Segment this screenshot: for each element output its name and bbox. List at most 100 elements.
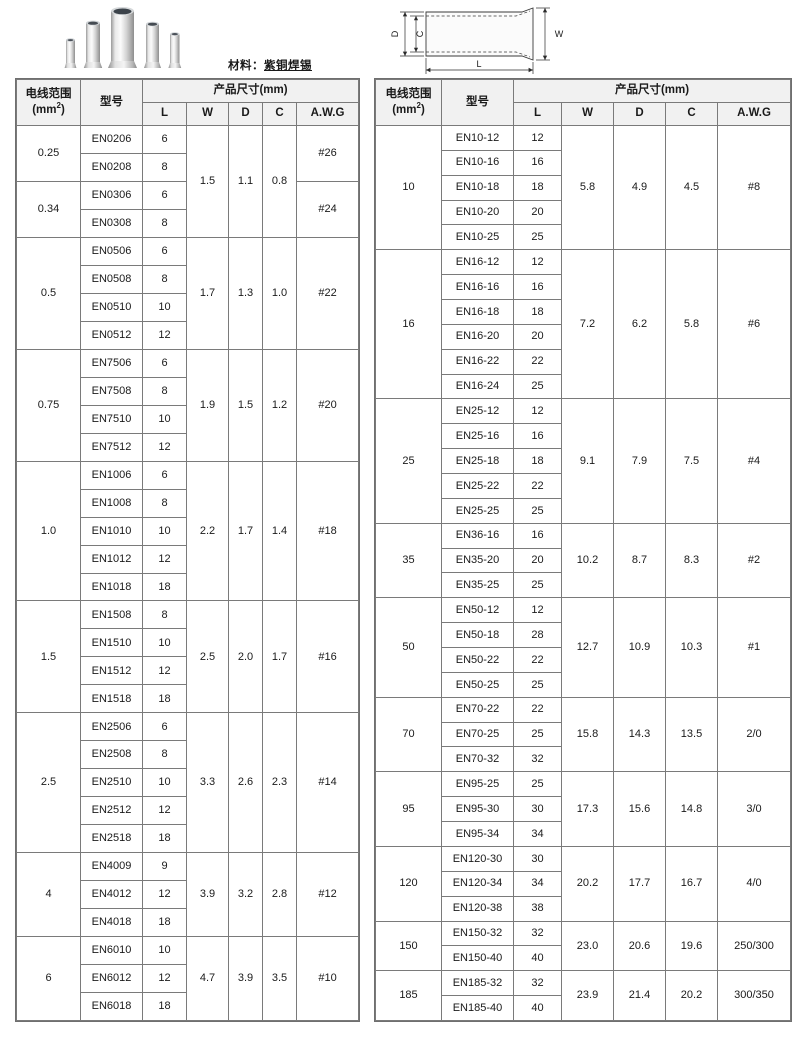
table-row: EN120-34 34 — [376, 870, 791, 897]
cell-wire-range: 4 — [16, 852, 81, 938]
table-row: EN7508 8 — [17, 376, 359, 406]
cell-length: 25 — [513, 224, 562, 251]
cell-dim-c: 1.2 — [262, 348, 297, 462]
cell-model: EN0306 — [80, 180, 143, 210]
table-row: 50 EN50-12 12 12.7 10.9 10.3 #1 — [375, 597, 792, 698]
table-row: EN0510 10 — [17, 292, 359, 322]
cell-dim-c: 5.8 — [665, 249, 718, 400]
cell-wire-range: 25 — [375, 398, 442, 524]
cell-length: 25 — [513, 671, 562, 698]
spec-table-right: 电线范围 (mm2) 型号 产品尺寸(mm) L W D C A.W.G 10 E… — [375, 79, 792, 1021]
cell-model: EN0206 — [80, 125, 143, 154]
cell-model: EN1510 — [80, 628, 143, 658]
table-row: 95 EN95-25 25 17.3 15.6 14.8 3/0 — [375, 771, 792, 847]
cell-dim-w: 17.3 — [561, 771, 614, 847]
cell-model: EN10-12 — [441, 125, 514, 151]
table-row: 10 EN10-12 12 5.8 4.9 4.5 #8 — [375, 124, 792, 251]
cell-dim-w: 7.2 — [561, 249, 614, 400]
cell-dim-d: 3.9 — [228, 936, 263, 1021]
cell-model: EN95-34 — [441, 821, 514, 847]
cell-model: EN185-40 — [441, 995, 514, 1021]
cell-length: 6 — [142, 712, 187, 742]
cell-length: 8 — [142, 740, 187, 770]
cell-length: 12 — [142, 432, 187, 462]
cell-length: 18 — [142, 684, 187, 714]
cell-wire-range: 0.34 — [16, 180, 81, 238]
cell-dim-w: 9.1 — [561, 398, 614, 524]
cell-model: EN6012 — [80, 964, 143, 994]
diagram-label-d: D — [390, 30, 400, 37]
cell-length: 12 — [513, 398, 562, 425]
cell-length: 12 — [142, 796, 187, 826]
cell-awg: 3/0 — [716, 771, 792, 847]
cell-model: EN95-30 — [441, 796, 514, 823]
cell-dim-d: 8.7 — [613, 522, 666, 599]
cell-model: EN120-38 — [441, 895, 514, 922]
cell-length: 18 — [142, 908, 187, 938]
cell-length: 18 — [513, 448, 562, 475]
material-label: 材料： — [228, 60, 264, 72]
cell-dim-d: 1.5 — [228, 348, 263, 462]
cell-awg: 2/0 — [716, 696, 792, 773]
cell-length: 16 — [513, 274, 562, 301]
table-row: EN6018 18 — [17, 992, 359, 1021]
cell-model: EN4009 — [80, 852, 143, 882]
cell-dim-w: 3.9 — [186, 852, 229, 938]
cell-dim-w: 15.8 — [561, 696, 614, 773]
cell-wire-range: 0.25 — [16, 125, 81, 182]
table-row: EN2512 12 — [17, 796, 359, 826]
cell-model: EN1018 — [80, 572, 143, 602]
cell-length: 10 — [142, 628, 187, 658]
cell-length: 10 — [142, 292, 187, 322]
cell-length: 12 — [142, 320, 187, 350]
cell-awg: #20 — [295, 348, 360, 462]
cell-model: EN120-34 — [441, 870, 514, 897]
cell-length: 12 — [142, 880, 187, 910]
cell-wire-range: 6 — [16, 936, 81, 1021]
table-row: EN25-25 25 — [376, 497, 791, 524]
cell-model: EN7508 — [80, 376, 143, 406]
cell-length: 8 — [142, 264, 187, 294]
cell-length: 16 — [513, 423, 562, 450]
table-row: EN7512 12 — [17, 432, 359, 462]
cell-length: 22 — [513, 696, 562, 723]
cell-wire-range: 0.5 — [16, 236, 81, 350]
cell-model: EN2508 — [80, 740, 143, 770]
cell-model: EN10-16 — [441, 149, 514, 176]
cell-model: EN16-22 — [441, 348, 514, 375]
cell-length: 18 — [513, 299, 562, 325]
table-row: 0.5 EN0506 6 1.7 1.3 1.0 #22 — [16, 236, 360, 350]
cell-dim-d: 4.9 — [613, 124, 666, 251]
cell-model: EN120-30 — [441, 845, 514, 872]
cell-dim-d: 6.2 — [613, 249, 666, 400]
cell-awg: #22 — [295, 236, 360, 350]
header-col-d: D — [228, 102, 263, 126]
cell-awg: #24 — [295, 180, 360, 238]
cell-length: 9 — [142, 852, 187, 882]
cell-dim-w: 20.2 — [561, 845, 614, 922]
cell-model: EN25-22 — [441, 473, 514, 499]
cell-model: EN50-12 — [441, 597, 514, 624]
header-wire-range: 电线范围 (mm2) — [375, 79, 442, 126]
table-row: EN70-25 25 — [376, 721, 791, 748]
table-row: EN0308 8 — [17, 208, 359, 238]
cell-wire-range: 70 — [375, 696, 442, 773]
cell-model: EN25-16 — [441, 423, 514, 450]
table-row: EN150-40 40 — [376, 945, 791, 972]
table-row: 2.5 EN2506 6 3.3 2.6 2.3 #14 — [16, 712, 360, 854]
cell-dim-d: 1.3 — [228, 236, 263, 350]
table-row: EN25-22 22 — [376, 473, 791, 499]
header-col-w: W — [561, 102, 614, 126]
cell-model: EN50-22 — [441, 647, 514, 673]
cell-length: 25 — [513, 572, 562, 599]
cell-dim-d: 7.9 — [613, 398, 666, 524]
cell-dim-c: 20.2 — [665, 970, 718, 1021]
table-row: EN2508 8 — [17, 740, 359, 770]
cell-dim-w: 2.2 — [186, 460, 229, 602]
cell-model: EN70-25 — [441, 721, 514, 748]
cell-length: 18 — [142, 824, 187, 854]
table-header-row-top: 电线范围 (mm2) 型号 产品尺寸(mm) — [375, 79, 792, 126]
cell-dim-c: 2.3 — [262, 712, 297, 854]
cell-length: 16 — [513, 522, 562, 549]
cell-model: EN7512 — [80, 432, 143, 462]
